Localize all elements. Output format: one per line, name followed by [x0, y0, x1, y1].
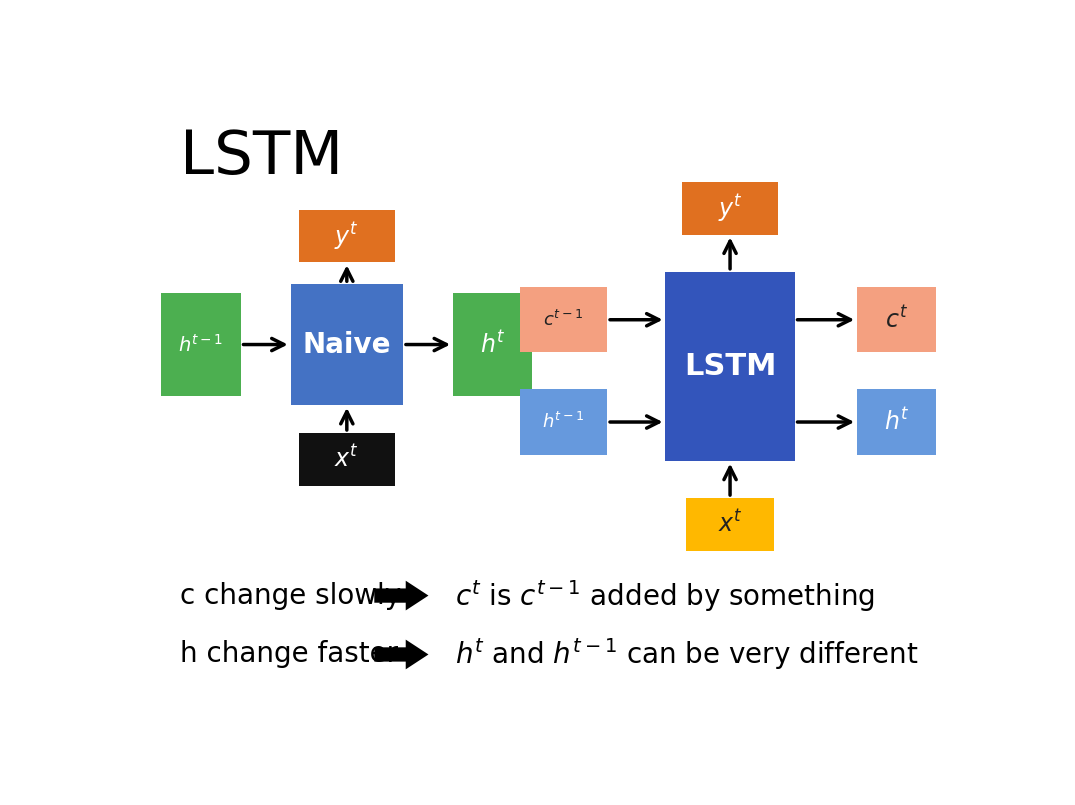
FancyBboxPatch shape	[519, 390, 607, 455]
FancyBboxPatch shape	[299, 210, 395, 262]
Text: $y^t$: $y^t$	[718, 192, 743, 224]
FancyBboxPatch shape	[857, 390, 936, 455]
FancyBboxPatch shape	[161, 293, 241, 396]
FancyBboxPatch shape	[299, 433, 395, 485]
Text: $h^{t-1}$: $h^{t-1}$	[178, 333, 224, 356]
Text: $h^t$: $h^t$	[884, 409, 909, 436]
Text: c change slowly: c change slowly	[181, 581, 401, 609]
FancyBboxPatch shape	[290, 284, 403, 405]
Text: $c^t$ is $c^{t-1}$ added by something: $c^t$ is $c^{t-1}$ added by something	[455, 578, 875, 613]
FancyBboxPatch shape	[519, 287, 607, 353]
Text: h change faster: h change faster	[181, 641, 399, 668]
Text: LSTM: LSTM	[181, 128, 343, 187]
Text: $h^t$ and $h^{t-1}$ can be very different: $h^t$ and $h^{t-1}$ can be very differen…	[455, 637, 919, 672]
Text: $h^{t-1}$: $h^{t-1}$	[543, 412, 585, 432]
FancyBboxPatch shape	[686, 498, 774, 551]
Polygon shape	[374, 640, 429, 669]
Text: $h^t$: $h^t$	[479, 332, 505, 357]
FancyBboxPatch shape	[453, 293, 532, 396]
Text: $x^t$: $x^t$	[718, 511, 743, 538]
FancyBboxPatch shape	[683, 182, 778, 234]
Text: Naive: Naive	[302, 331, 391, 358]
Text: $c^{t-1}$: $c^{t-1}$	[544, 310, 584, 330]
Text: $y^t$: $y^t$	[334, 221, 359, 252]
Text: $x^t$: $x^t$	[334, 446, 359, 473]
Text: LSTM: LSTM	[684, 352, 776, 381]
FancyBboxPatch shape	[857, 287, 936, 353]
FancyBboxPatch shape	[665, 272, 794, 460]
Text: $c^t$: $c^t$	[885, 307, 908, 333]
Polygon shape	[374, 580, 429, 610]
